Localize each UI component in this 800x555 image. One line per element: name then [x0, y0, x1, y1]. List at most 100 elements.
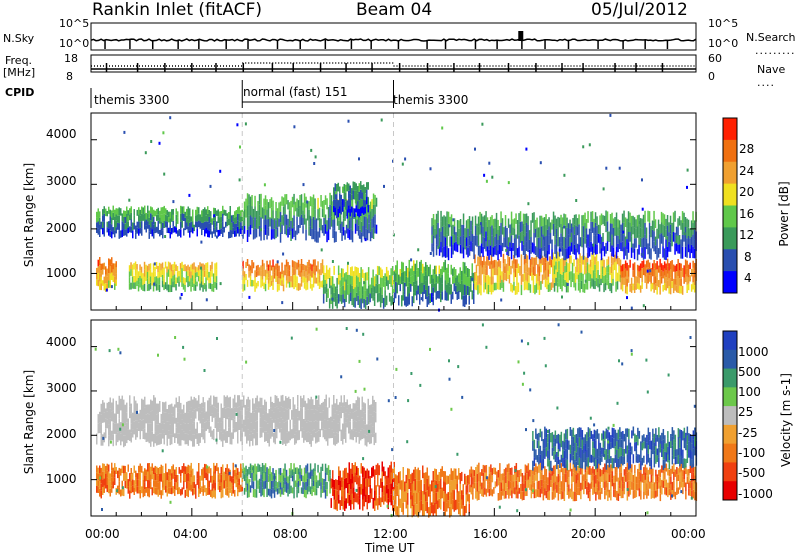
echo-cell [344, 406, 346, 417]
echo-cell [575, 283, 577, 291]
echo-cell [315, 432, 317, 443]
echo-cell [343, 480, 345, 490]
echo-cell [185, 490, 187, 498]
echo-cell [228, 232, 230, 239]
echo-cell [237, 482, 239, 489]
echo-cell [638, 225, 640, 235]
echo-cell [571, 469, 573, 477]
echo-cell [413, 493, 415, 505]
echo-cell [305, 401, 307, 411]
echo-cell [518, 264, 520, 274]
echo-cell [137, 228, 139, 234]
echo-cell [292, 274, 294, 281]
echo-cell [318, 430, 320, 442]
echo-cell [498, 493, 500, 501]
echo-cell [595, 233, 597, 244]
echo-cell [311, 470, 313, 477]
echo-cell [247, 469, 249, 476]
echo-cell [176, 467, 178, 475]
echo-cell [660, 477, 662, 485]
echo-cell [298, 260, 300, 268]
echo-cell [135, 282, 137, 289]
echo-cell [548, 236, 550, 245]
echo-cell [390, 278, 392, 287]
echo-cell [419, 481, 421, 492]
echo-cell [530, 220, 532, 228]
echo-cell [410, 268, 412, 276]
echo-cell [594, 481, 596, 487]
echo-cell [559, 247, 561, 257]
echo-cell [357, 277, 359, 286]
echo-cell [278, 468, 280, 474]
echo-cell [343, 471, 345, 481]
echo-cell [189, 208, 191, 215]
echo-cell [586, 479, 588, 487]
echo-cell [501, 271, 503, 279]
echo-cell [488, 240, 490, 250]
echo-cell [350, 267, 352, 276]
echo-cell [105, 474, 107, 482]
echo-cell [320, 482, 322, 490]
echo-cell [515, 286, 517, 295]
echo-cell [245, 426, 247, 437]
echo-cell [671, 223, 673, 235]
echo-cell [664, 261, 666, 268]
echo-cell [605, 283, 607, 291]
echo-cell [346, 225, 348, 234]
echo-cell [412, 276, 414, 286]
echo-cell [203, 216, 205, 223]
echo-cell [260, 489, 262, 496]
echo-cell [283, 469, 285, 476]
echo-cell [143, 480, 145, 489]
echo-cell [371, 414, 373, 424]
echo-cell [487, 227, 489, 237]
echo-cell [302, 398, 304, 408]
echo-cell [598, 433, 600, 441]
echo-cell [674, 211, 676, 222]
echo-cell [347, 228, 349, 238]
echo-cell [590, 232, 592, 242]
echo-cell [603, 268, 605, 276]
echo-cell [269, 260, 271, 267]
echo-cell [498, 470, 500, 478]
echo-cell [338, 476, 340, 485]
echo-cell [183, 214, 185, 221]
echo-cell [449, 237, 451, 247]
echo-cell [184, 278, 186, 285]
echo-cell [543, 449, 545, 459]
echo-cell [572, 227, 574, 236]
echo-cell [677, 285, 679, 294]
echo-cell [553, 474, 555, 482]
echo-cell [257, 464, 259, 472]
echo-cell [564, 433, 566, 442]
echo-cell [647, 211, 649, 222]
echo-cell [338, 294, 340, 304]
echo-cell [297, 406, 299, 417]
echo-cell [603, 276, 605, 284]
echo-cell [357, 427, 359, 437]
echo-cell [173, 464, 175, 471]
echo-cell [513, 264, 515, 273]
echo-cell [108, 465, 110, 472]
echo-cell [245, 466, 247, 473]
echo-cell [277, 218, 279, 228]
echo-cell [246, 410, 248, 421]
echo-cell [686, 285, 688, 293]
echo-cell [469, 504, 471, 514]
echo-cell [492, 276, 494, 284]
echo-cell [329, 205, 331, 217]
echo-cell [600, 484, 602, 492]
echo-cell [328, 465, 330, 473]
echo-cell [691, 269, 693, 277]
echo-cell [207, 410, 209, 420]
echo-cell [648, 476, 650, 483]
echo-cell [310, 276, 312, 282]
echo-cell [317, 280, 319, 286]
echo-cell [664, 248, 666, 259]
echo-cell [497, 250, 499, 260]
echo-cell [209, 466, 211, 473]
echo-cell [377, 463, 379, 475]
echo-cell [621, 481, 623, 490]
echo-cell [275, 486, 277, 491]
echo-cell [283, 284, 285, 291]
